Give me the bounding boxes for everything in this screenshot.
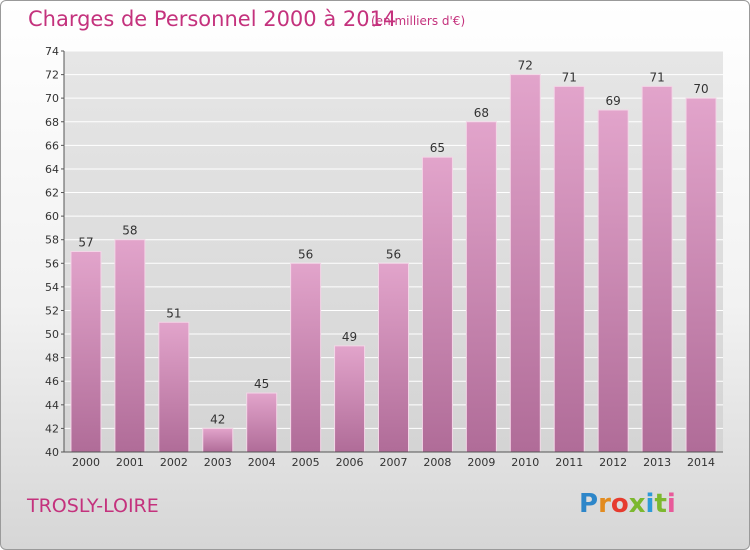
bar-2005 bbox=[290, 262, 322, 453]
bar-2014 bbox=[685, 97, 717, 453]
x-tick-labels: 2000 2001 2002 2003 2004 2005 2006 2007 2008 2009… bbox=[72, 456, 715, 469]
place-name: TROSLY-LOIRE bbox=[27, 495, 159, 517]
y-tick-label: 68 bbox=[45, 116, 59, 129]
y-tick-label: 56 bbox=[45, 257, 59, 270]
chart-title: Charges de Personnel 2000 à 2014 bbox=[28, 7, 397, 31]
value-labels: 57 58 51 42 45 56 49 56 65 68 72 71 69 71 70 bbox=[78, 59, 708, 427]
value-label: 68 bbox=[474, 106, 489, 120]
y-tick-label: 70 bbox=[45, 92, 59, 105]
bar-2002 bbox=[158, 321, 190, 453]
x-tick-label: 2003 bbox=[204, 456, 232, 469]
logo-letter: t bbox=[654, 489, 667, 519]
value-label: 57 bbox=[78, 236, 93, 250]
bar-2000 bbox=[70, 251, 102, 453]
x-tick-label: 2006 bbox=[336, 456, 364, 469]
x-tick-label: 2002 bbox=[160, 456, 188, 469]
y-tick-label: 72 bbox=[45, 69, 59, 82]
x-tick-label: 2004 bbox=[248, 456, 276, 469]
value-label: 49 bbox=[342, 330, 357, 344]
bar-2011 bbox=[553, 85, 585, 453]
bar-2007 bbox=[378, 262, 409, 453]
y-tick-label: 58 bbox=[45, 234, 59, 247]
bar-2010 bbox=[509, 74, 541, 453]
value-label: 71 bbox=[562, 70, 577, 84]
logo-letter: P bbox=[579, 489, 599, 519]
x-tick-label: 2010 bbox=[511, 456, 539, 469]
logo-letter: x bbox=[628, 489, 646, 519]
value-label: 51 bbox=[166, 306, 181, 320]
chart-subtitle: (en milliers d'€) bbox=[371, 14, 466, 28]
y-tick-label: 74 bbox=[45, 45, 59, 58]
bar-2001 bbox=[114, 239, 146, 453]
bar-2013 bbox=[641, 85, 673, 453]
logo-letter: i bbox=[645, 489, 655, 519]
logo-letter: o bbox=[610, 489, 629, 519]
y-tick-label: 62 bbox=[45, 187, 59, 200]
bar-2008 bbox=[421, 156, 453, 453]
y-tick-label: 50 bbox=[45, 328, 59, 341]
value-label: 65 bbox=[430, 141, 445, 155]
x-tick-label: 2005 bbox=[292, 456, 320, 469]
value-label: 56 bbox=[298, 247, 313, 261]
y-tick-labels: 40 42 44 46 48 50 52 54 56 58 60 62 64 66 68 70 72 74 bbox=[45, 45, 59, 459]
bar-2009 bbox=[465, 121, 497, 453]
bar-2012 bbox=[597, 109, 629, 453]
bar-2004 bbox=[246, 392, 278, 453]
axes bbox=[61, 50, 723, 453]
value-label: 56 bbox=[386, 247, 401, 261]
y-tick-label: 42 bbox=[45, 422, 59, 435]
y-tick-label: 48 bbox=[45, 352, 59, 365]
x-tick-label: 2011 bbox=[555, 456, 583, 469]
bar-2006 bbox=[334, 345, 366, 453]
logo-letter: i bbox=[666, 489, 676, 519]
y-tick-label: 64 bbox=[45, 163, 59, 176]
x-tick-label: 2009 bbox=[467, 456, 495, 469]
x-tick-label: 2013 bbox=[643, 456, 671, 469]
x-tick-label: 2008 bbox=[423, 456, 451, 469]
bar-2003 bbox=[202, 427, 234, 453]
value-label: 70 bbox=[693, 82, 708, 96]
bars bbox=[70, 74, 717, 453]
value-label: 58 bbox=[122, 224, 137, 238]
value-label: 45 bbox=[254, 377, 269, 391]
x-tick-label: 2014 bbox=[687, 456, 715, 469]
y-tick-label: 60 bbox=[45, 210, 59, 223]
x-tick-label: 2000 bbox=[72, 456, 100, 469]
value-label: 42 bbox=[210, 412, 225, 426]
y-tick-label: 44 bbox=[45, 399, 59, 412]
x-tick-label: 2012 bbox=[599, 456, 627, 469]
x-tick-label: 2007 bbox=[380, 456, 408, 469]
value-label: 71 bbox=[649, 70, 664, 84]
value-label: 72 bbox=[518, 59, 533, 73]
y-tick-label: 40 bbox=[45, 446, 59, 459]
value-label: 69 bbox=[606, 94, 621, 108]
logo-letter: r bbox=[598, 489, 611, 519]
x-tick-label: 2001 bbox=[116, 456, 144, 469]
proxiti-logo: Proxiti bbox=[579, 489, 676, 519]
y-tick-label: 66 bbox=[45, 139, 59, 152]
y-tick-label: 46 bbox=[45, 375, 59, 388]
y-tick-label: 52 bbox=[45, 304, 59, 317]
y-tick-label: 54 bbox=[45, 281, 59, 294]
